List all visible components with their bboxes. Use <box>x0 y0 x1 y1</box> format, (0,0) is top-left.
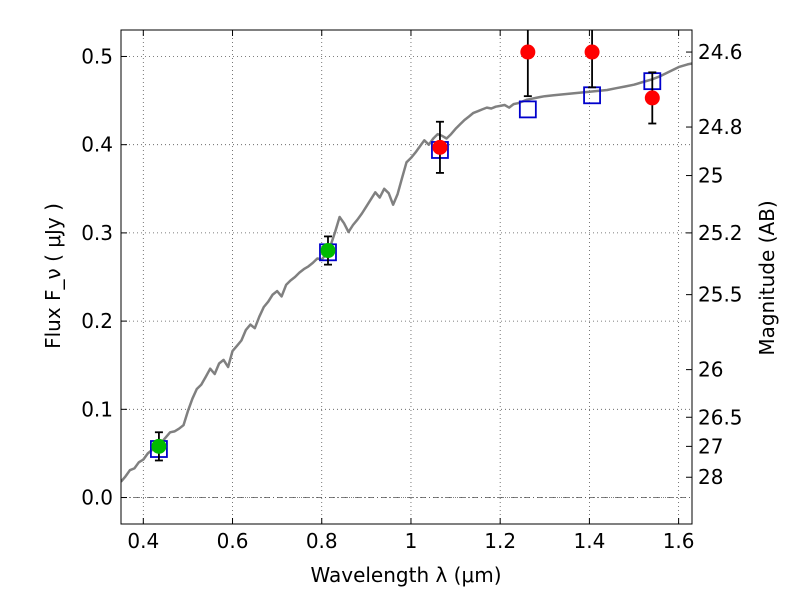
y2-tick-label: 25.5 <box>698 283 743 307</box>
observed-flux-point <box>584 44 600 60</box>
y-tick-label: 0.4 <box>81 133 113 157</box>
y-tick-label: 0.1 <box>81 397 113 421</box>
error-bar-layer <box>154 30 657 462</box>
grid-lines <box>121 30 692 524</box>
model-photometry-square <box>583 86 601 105</box>
axis-ticks: 0.4 0.6 0.8 1 1.2 1.4 1.6 0.0 0.1 0.2 0.3 0.4 0.5 24.… <box>81 30 743 553</box>
y-axis-label: Flux F_ν ( μJy ) <box>41 203 65 349</box>
model-photometry-square <box>518 100 537 119</box>
y-tick-label: 0.3 <box>81 221 113 245</box>
x-tick-label: 1 <box>405 529 418 553</box>
observed-flux-point <box>644 90 660 106</box>
observed-points-layer <box>151 44 660 454</box>
y2-tick-label: 25.2 <box>698 221 743 245</box>
model-spectrum-layer <box>121 62 692 483</box>
x-axis-label: Wavelength λ (μm) <box>310 563 501 587</box>
x-tick-label: 0.8 <box>306 529 338 553</box>
x-tick-label: 0.6 <box>217 529 249 553</box>
x-tick-label: 1.4 <box>573 529 605 553</box>
y2-tick-label: 24.8 <box>698 115 743 139</box>
y2-tick-label: 28 <box>698 465 723 489</box>
y2-tick-label: 26 <box>698 358 723 382</box>
y-tick-label: 0.2 <box>81 309 113 333</box>
y2-tick-label: 26.5 <box>698 405 743 429</box>
x-tick-label: 1.6 <box>663 529 695 553</box>
y-tick-label: 0.0 <box>81 486 113 510</box>
model-spectrum-line <box>121 62 692 483</box>
y-tick-label: 0.5 <box>81 44 113 68</box>
y2-tick-label: 24.6 <box>698 40 743 64</box>
y2-tick-label: 25 <box>698 164 723 188</box>
x-tick-label: 0.4 <box>127 529 159 553</box>
observed-flux-point <box>520 44 536 60</box>
observed-flux-point <box>151 438 167 454</box>
observed-flux-point <box>432 139 448 155</box>
y2-axis-label: Magnitude (AB) <box>755 200 779 355</box>
model-photometry-layer <box>150 72 662 458</box>
observed-flux-point <box>320 243 336 259</box>
y2-tick-label: 27 <box>698 434 723 458</box>
plot-frame <box>120 29 693 525</box>
x-tick-label: 1.2 <box>484 529 516 553</box>
